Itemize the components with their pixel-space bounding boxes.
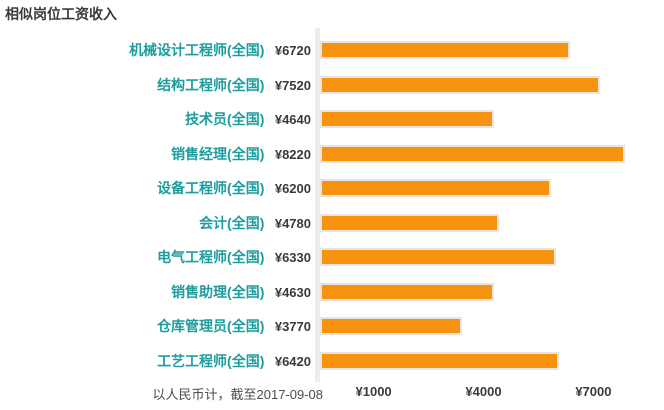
chart-row: 会计(全国) ¥4780: [0, 206, 664, 241]
chart-rows: 机械设计工程师(全国) ¥6720 结构工程师(全国) ¥7520 技术员(全国…: [0, 33, 664, 378]
row-label: 技术员(全国) ¥4640: [0, 109, 311, 129]
bar-cell: [311, 213, 664, 232]
salary-bar: [320, 351, 560, 370]
bar-cell: [311, 248, 664, 267]
bar-cell: [311, 282, 664, 301]
row-label: 结构工程师(全国) ¥7520: [0, 75, 311, 95]
job-label[interactable]: 工艺工程师(全国): [157, 352, 265, 369]
row-label: 销售助理(全国) ¥4630: [0, 282, 311, 302]
salary-value: ¥4780: [274, 215, 311, 231]
salary-value: ¥4630: [274, 284, 311, 300]
bar-chart: 机械设计工程师(全国) ¥6720 结构工程师(全国) ¥7520 技术员(全国…: [0, 28, 664, 410]
salary-bar: [320, 75, 600, 94]
x-axis: 以人民币计，截至2017-09-08 ¥1000 ¥4000 ¥7000: [0, 378, 664, 410]
salary-value: ¥8220: [274, 146, 311, 162]
salary-bar: [320, 248, 556, 267]
job-label[interactable]: 电气工程师(全国): [157, 249, 265, 266]
bar-cell: [311, 351, 664, 370]
y-axis-line: [315, 28, 320, 382]
chart-row: 技术员(全国) ¥4640: [0, 102, 664, 137]
bar-cell: [311, 75, 664, 94]
chart-row: 电气工程师(全国) ¥6330: [0, 240, 664, 275]
chart-row: 机械设计工程师(全国) ¥6720: [0, 33, 664, 68]
x-axis-tick-label: ¥1000: [355, 384, 392, 399]
bar-cell: [311, 41, 664, 60]
salary-value: ¥6330: [274, 250, 311, 266]
job-label[interactable]: 结构工程师(全国): [157, 76, 265, 93]
salary-value: ¥7520: [274, 77, 311, 93]
job-label[interactable]: 会计(全国): [199, 214, 265, 231]
chart-row: 销售助理(全国) ¥4630: [0, 275, 664, 310]
chart-row: 设备工程师(全国) ¥6200: [0, 171, 664, 206]
job-label[interactable]: 销售助理(全国): [171, 283, 265, 300]
bar-cell: [311, 110, 664, 129]
salary-value: ¥4640: [274, 112, 311, 128]
chart-row: 工艺工程师(全国) ¥6420: [0, 344, 664, 379]
job-label[interactable]: 仓库管理员(全国): [157, 318, 265, 335]
salary-bar: [320, 110, 494, 129]
job-label[interactable]: 设备工程师(全国): [157, 180, 265, 197]
salary-bar: [320, 282, 494, 301]
salary-value: ¥6420: [274, 353, 311, 369]
job-label[interactable]: 销售经理(全国): [171, 145, 265, 162]
row-label: 销售经理(全国) ¥8220: [0, 144, 311, 164]
bar-cell: [311, 144, 664, 163]
row-label: 机械设计工程师(全国) ¥6720: [0, 40, 311, 60]
chart-row: 结构工程师(全国) ¥7520: [0, 68, 664, 103]
page-title: 相似岗位工资收入: [5, 6, 117, 22]
x-axis-tick-label: ¥4000: [465, 384, 502, 399]
salary-bar: [320, 179, 552, 198]
bar-cell: [311, 179, 664, 198]
chart-row: 仓库管理员(全国) ¥3770: [0, 309, 664, 344]
chart-row: 销售经理(全国) ¥8220: [0, 137, 664, 172]
salary-value: ¥6200: [274, 181, 311, 197]
bar-cell: [311, 317, 664, 336]
row-label: 电气工程师(全国) ¥6330: [0, 247, 311, 267]
salary-value: ¥6720: [274, 43, 311, 59]
job-label[interactable]: 技术员(全国): [185, 111, 265, 128]
chart-footnote: 以人民币计，截至2017-09-08: [152, 387, 324, 402]
salary-bar: [320, 213, 500, 232]
salary-bar: [320, 317, 463, 336]
x-axis-tick-label: ¥7000: [575, 384, 612, 399]
row-label: 工艺工程师(全国) ¥6420: [0, 351, 311, 371]
salary-value: ¥3770: [274, 319, 311, 335]
job-label[interactable]: 机械设计工程师(全国): [129, 42, 265, 59]
salary-bar: [320, 144, 626, 163]
row-label: 仓库管理员(全国) ¥3770: [0, 316, 311, 336]
row-label: 设备工程师(全国) ¥6200: [0, 178, 311, 198]
row-label: 会计(全国) ¥4780: [0, 213, 311, 233]
salary-bar: [320, 41, 571, 60]
